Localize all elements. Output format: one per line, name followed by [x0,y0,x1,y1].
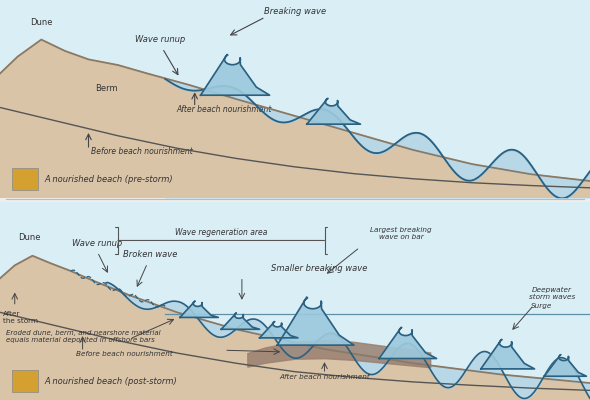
Text: Before beach nourishment: Before beach nourishment [76,352,172,358]
Polygon shape [260,322,298,338]
Bar [12,168,38,190]
Polygon shape [0,0,590,198]
Polygon shape [379,327,437,358]
Polygon shape [180,301,218,318]
Polygon shape [0,256,590,400]
Text: Eroded dune, berm, and nearshore material
equals material deposited in offshore : Eroded dune, berm, and nearshore materia… [6,330,160,343]
Text: Berm: Berm [95,84,117,92]
Text: Largest breaking
wave on bar: Largest breaking wave on bar [371,227,432,240]
Bar [12,370,38,392]
Text: Surge: Surge [531,303,552,309]
Polygon shape [277,297,354,345]
Polygon shape [0,40,590,198]
Text: Wave runup: Wave runup [135,36,186,44]
Polygon shape [201,54,270,95]
Text: After
the storm: After the storm [3,312,38,324]
Text: Breaking wave: Breaking wave [264,7,326,16]
Text: A nourished beach (pre-storm): A nourished beach (pre-storm) [44,175,173,184]
Polygon shape [248,341,431,368]
Polygon shape [544,355,586,376]
Text: A nourished beach (post-storm): A nourished beach (post-storm) [44,377,177,386]
Text: Broken wave: Broken wave [123,250,178,260]
Text: Smaller breaking wave: Smaller breaking wave [271,264,368,273]
Text: Deepwater
storm waves: Deepwater storm waves [529,287,575,300]
Text: Wave regeneration area: Wave regeneration area [175,228,267,237]
Polygon shape [481,340,535,369]
Text: Wave runup: Wave runup [72,239,123,248]
Text: After beach nourishment: After beach nourishment [279,374,370,380]
Text: Before beach nourishment: Before beach nourishment [91,148,192,156]
Text: Dune: Dune [18,234,41,242]
Text: After beach nourishment: After beach nourishment [176,105,272,114]
Text: Dune: Dune [30,18,53,28]
Polygon shape [221,313,260,329]
Polygon shape [0,202,590,400]
Polygon shape [307,98,360,124]
